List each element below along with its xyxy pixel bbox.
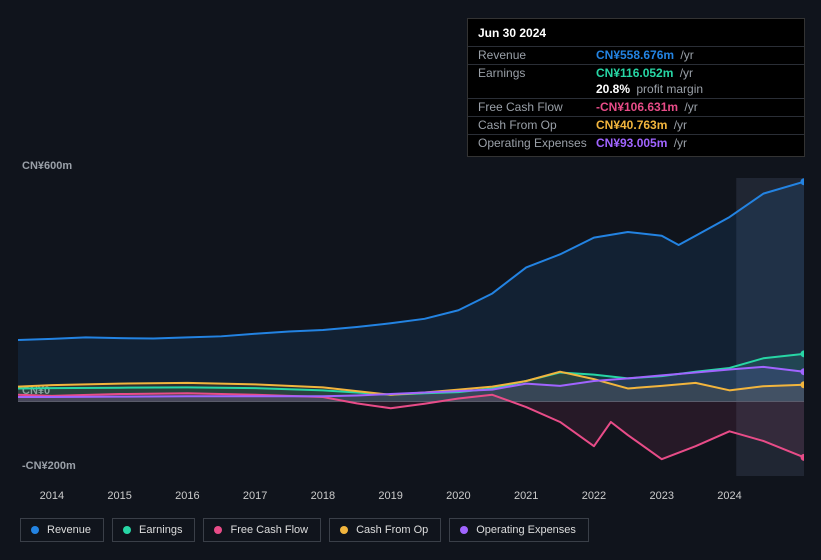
legend-dot-icon [340,526,348,534]
chart-legend: Revenue Earnings Free Cash Flow Cash From O… [20,518,589,542]
tooltip-unit: /yr [677,48,694,62]
tooltip-label: Free Cash Flow [478,99,596,116]
tooltip-value: CN¥558.676m /yr [596,47,694,64]
x-tick-label: 2019 [378,490,402,502]
legend-label: Revenue [47,524,91,536]
x-tick-label: 2017 [243,490,267,502]
x-tick-label: 2018 [311,490,335,502]
tooltip-label [478,81,596,98]
y-tick-label: CN¥600m [22,160,72,172]
legend-dot-icon [123,526,131,534]
legend-label: Operating Expenses [476,524,576,536]
x-tick-label: 2014 [40,490,64,502]
legend-dot-icon [214,526,222,534]
x-tick-label: 2024 [717,490,741,502]
tooltip-value: 20.8% profit margin [596,81,703,98]
tooltip-unit: /yr [681,100,698,114]
legend-item[interactable]: Earnings [112,518,195,542]
legend-dot-icon [31,526,39,534]
legend-item[interactable]: Cash From Op [329,518,441,542]
tooltip-row: EarningsCN¥116.052m /yr [468,64,804,82]
chart-container: CN¥600m CN¥0 -CN¥200m 201420152016201720… [0,0,821,560]
tooltip-label: Earnings [478,65,596,82]
tooltip-row: 20.8% profit margin [468,81,804,98]
legend-item[interactable]: Operating Expenses [449,518,589,542]
legend-label: Cash From Op [356,524,428,536]
tooltip-value: CN¥40.763m /yr [596,117,687,134]
legend-label: Earnings [139,524,182,536]
tooltip-unit: /yr [670,118,687,132]
tooltip-row: RevenueCN¥558.676m /yr [468,46,804,64]
tooltip-row: Cash From OpCN¥40.763m /yr [468,116,804,134]
chart-plot[interactable] [18,178,804,476]
tooltip-label: Cash From Op [478,117,596,134]
chart-tooltip: Jun 30 2024 RevenueCN¥558.676m /yrEarnin… [467,18,805,157]
x-tick-label: 2022 [582,490,606,502]
x-tick-label: 2016 [175,490,199,502]
x-tick-label: 2020 [446,490,470,502]
tooltip-unit: profit margin [633,82,703,96]
tooltip-value: -CN¥106.631m /yr [596,99,698,116]
tooltip-value: CN¥93.005m /yr [596,135,687,152]
legend-dot-icon [460,526,468,534]
x-tick-label: 2015 [107,490,131,502]
tooltip-row: Free Cash Flow-CN¥106.631m /yr [468,98,804,116]
tooltip-unit: /yr [670,136,687,150]
x-tick-label: 2023 [649,490,673,502]
legend-item[interactable]: Revenue [20,518,104,542]
legend-label: Free Cash Flow [230,524,308,536]
tooltip-label: Operating Expenses [478,135,596,152]
tooltip-date: Jun 30 2024 [468,23,804,46]
tooltip-label: Revenue [478,47,596,64]
tooltip-unit: /yr [676,66,693,80]
legend-item[interactable]: Free Cash Flow [203,518,321,542]
x-tick-label: 2021 [514,490,538,502]
tooltip-value: CN¥116.052m /yr [596,65,693,82]
tooltip-row: Operating ExpensesCN¥93.005m /yr [468,134,804,152]
